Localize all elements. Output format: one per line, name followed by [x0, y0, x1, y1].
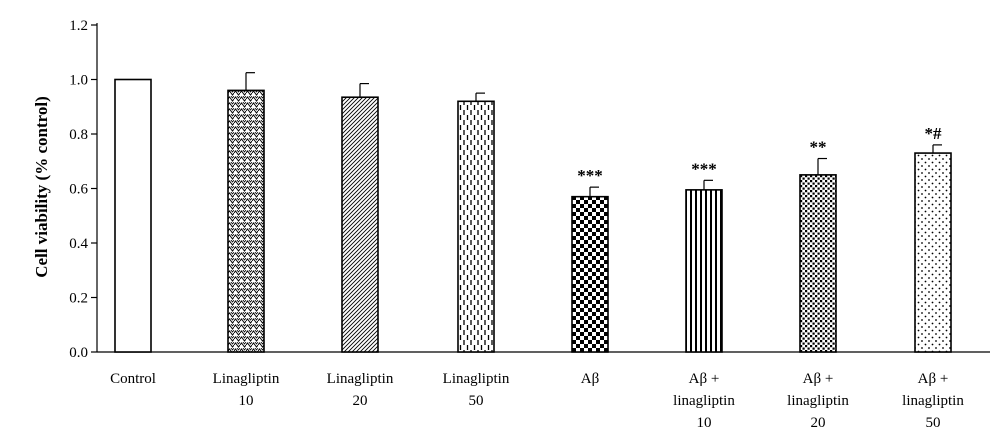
category-label: 10 [239, 393, 254, 409]
bar [457, 100, 495, 353]
category-label: Linagliptin [443, 371, 510, 387]
bar [341, 96, 379, 353]
bar [227, 89, 265, 353]
significance-label: *# [925, 124, 943, 143]
y-tick-label: 1.0 [69, 73, 88, 89]
category-label: Aβ + [918, 371, 949, 387]
significance-label: *** [691, 159, 717, 178]
category-label: Aβ [581, 371, 599, 387]
axes: 0.0 0.2 0.4 0.6 0.8 1.0 1.2 [69, 18, 990, 361]
bar [685, 189, 723, 353]
bar [571, 195, 609, 353]
y-tick-label: 1.2 [69, 18, 88, 34]
category-label: 20 [353, 393, 368, 409]
category-label: linagliptin [902, 393, 964, 409]
category-label: Linagliptin [327, 371, 394, 387]
bars-group: *** ******# [114, 72, 952, 353]
category-label: 10 [697, 415, 712, 431]
y-tick-label: 0.4 [69, 236, 88, 252]
y-tick-label: 0.8 [69, 127, 88, 143]
bar [114, 78, 152, 353]
bar [914, 152, 952, 353]
significance-label: ** [810, 138, 827, 157]
y-tick-label: 0.0 [69, 345, 88, 361]
category-label: 50 [469, 393, 484, 409]
category-label: Aβ + [803, 371, 834, 387]
category-label: Linagliptin [213, 371, 280, 387]
significance-label: *** [577, 166, 603, 185]
category-label: 50 [926, 415, 941, 431]
category-label: linagliptin [673, 393, 735, 409]
bar [799, 174, 837, 353]
category-label: Control [110, 371, 156, 387]
y-tick-label: 0.6 [69, 182, 88, 198]
category-labels: Control Linagliptin 10 Linagliptin 20 Linagli… [110, 371, 964, 431]
y-axis-label: Cell viability (% control) [32, 96, 51, 277]
category-label: Aβ + [689, 371, 720, 387]
category-label: 20 [811, 415, 826, 431]
category-label: linagliptin [787, 393, 849, 409]
y-tick-label: 0.2 [69, 291, 88, 307]
